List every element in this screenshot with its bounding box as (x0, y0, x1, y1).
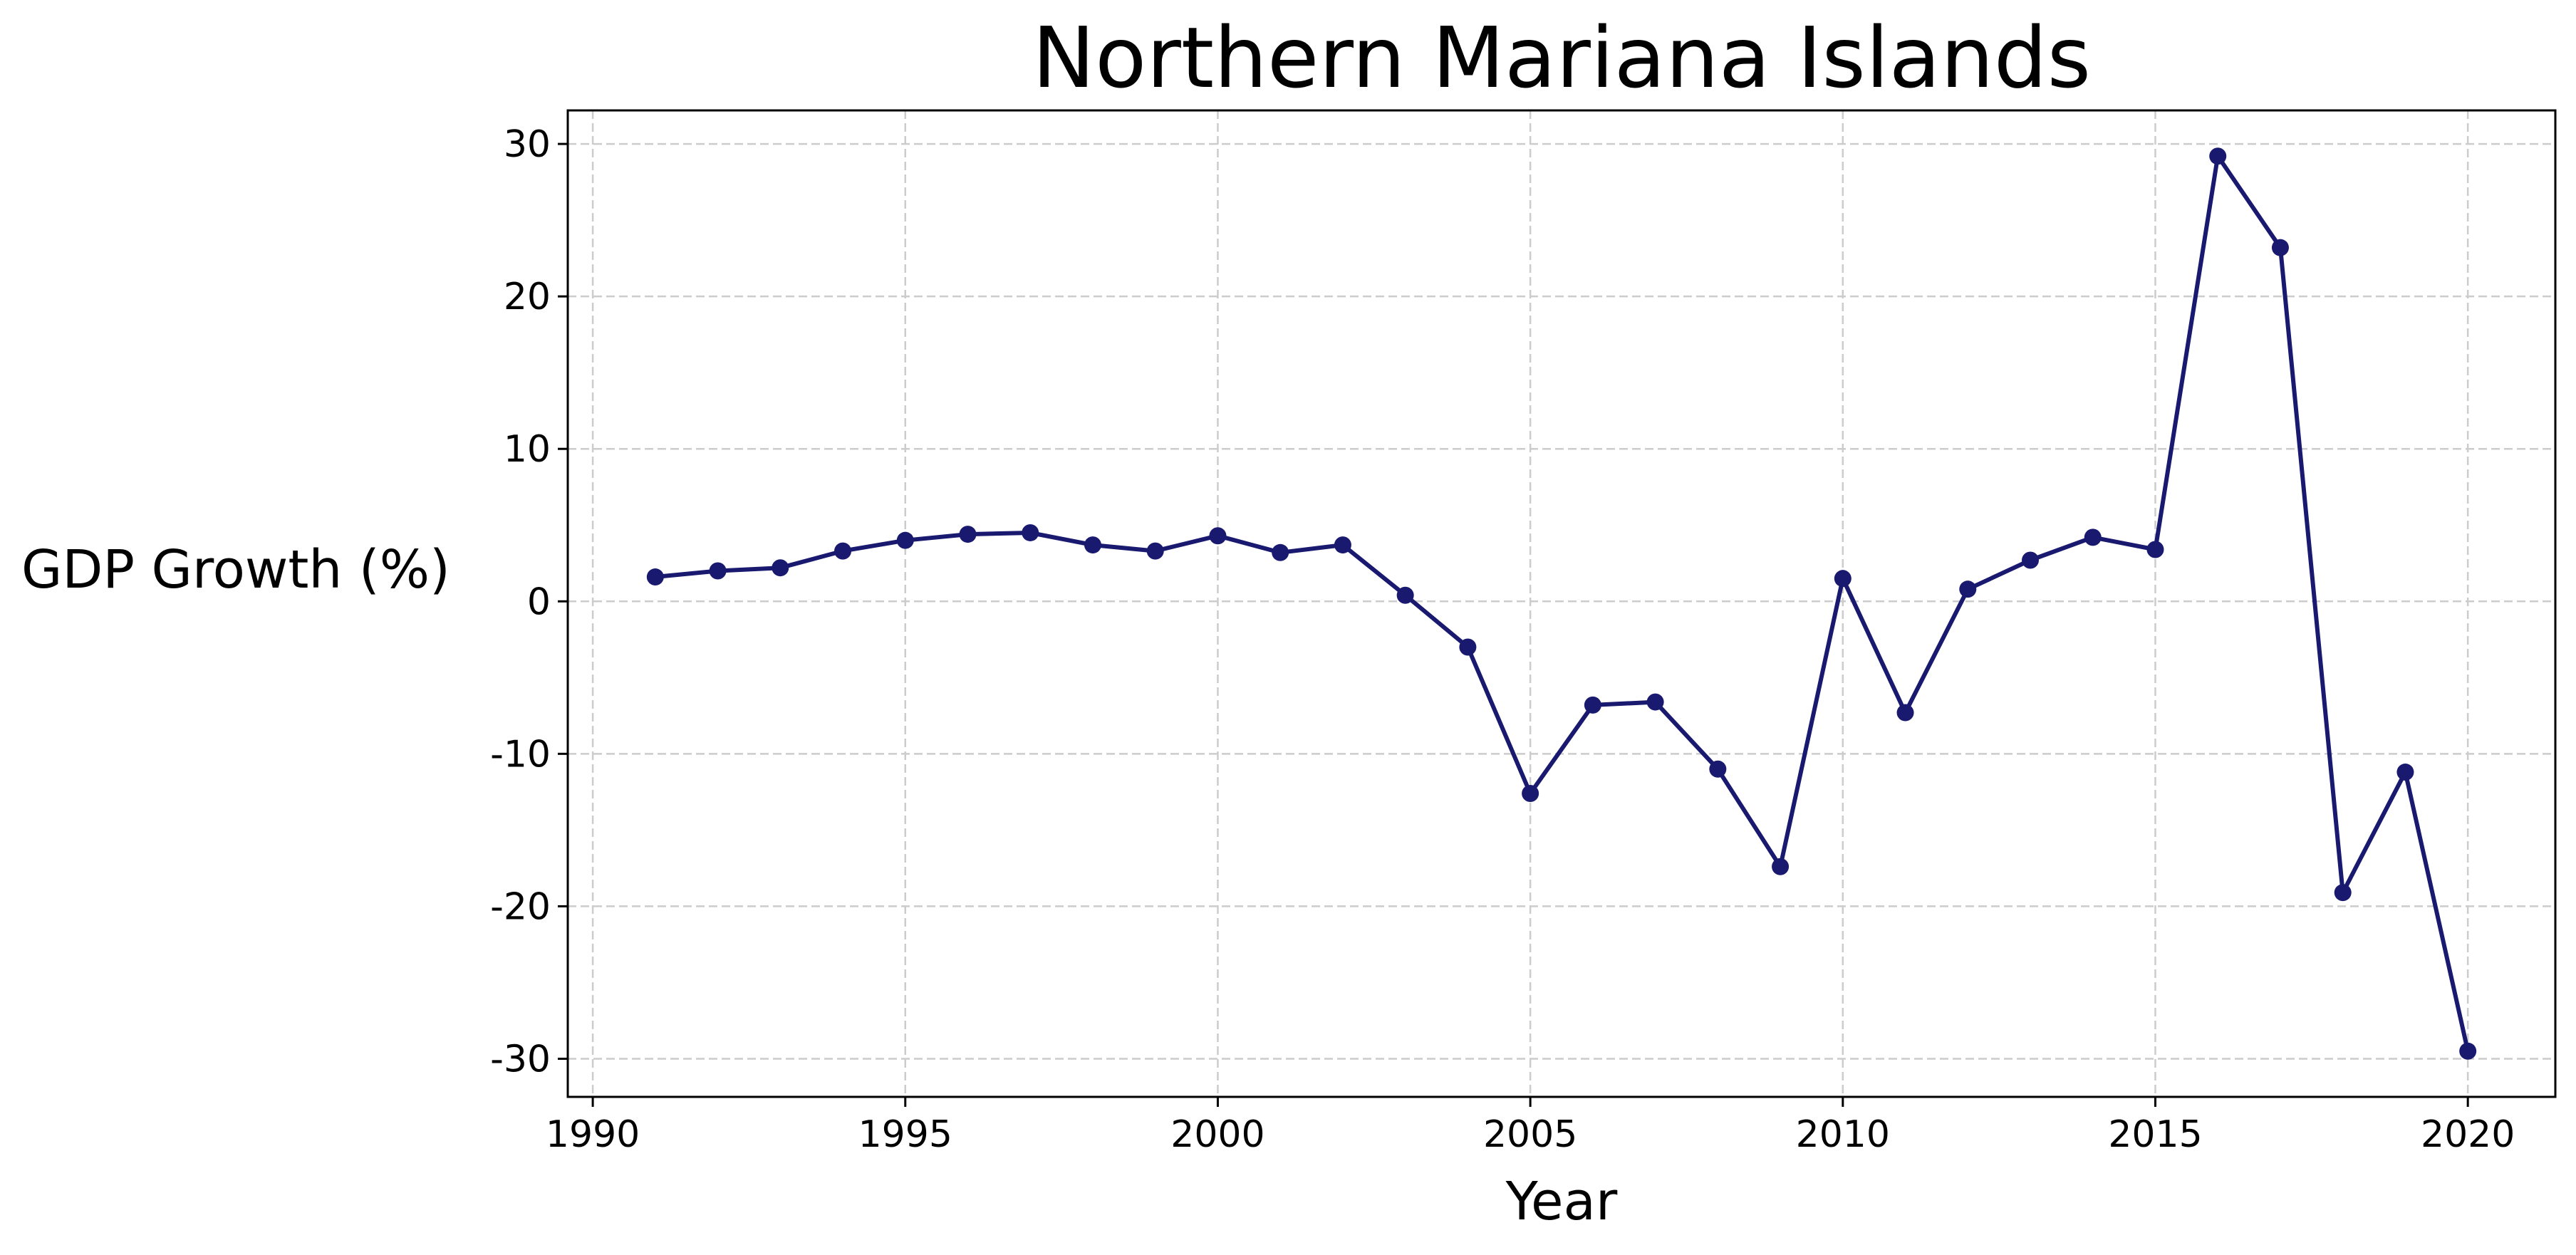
data-point (1459, 638, 1477, 656)
data-point (1334, 536, 1351, 554)
data-point (646, 568, 664, 586)
x-tick-label: 1990 (546, 1113, 640, 1156)
series-line (655, 154, 2471, 1052)
data-point (709, 562, 727, 580)
data-point (1022, 524, 1039, 541)
series-layer (646, 147, 2477, 1060)
data-point (1146, 542, 1164, 560)
x-tick-label: 1995 (858, 1113, 952, 1156)
x-tick-label: 2010 (1796, 1113, 1890, 1156)
plot-frame (566, 109, 2557, 1098)
data-point (1584, 696, 1601, 714)
data-point (2084, 528, 2102, 546)
axis-ticks: 1990 1995 2000 2005 2010 2015 2020 -30 -20 -10 0 10… (490, 123, 2515, 1156)
y-tick-label: -30 (490, 1038, 551, 1080)
data-point (1834, 570, 1852, 588)
data-point (1709, 760, 1727, 778)
x-tick-label: 2020 (2421, 1113, 2515, 1156)
y-tick-label: 0 (527, 580, 551, 623)
x-axis-label: Year (1505, 1171, 1618, 1232)
data-point (2334, 884, 2352, 902)
data-point (1272, 543, 1289, 561)
data-point (1896, 704, 1914, 722)
data-point (2022, 551, 2040, 569)
y-tick-label: -20 (490, 885, 551, 928)
data-point (2396, 764, 2414, 781)
y-tick-label: 10 (504, 428, 551, 471)
data-point (772, 559, 789, 577)
x-tick-label: 2015 (2108, 1113, 2202, 1156)
y-tick-label: 30 (504, 123, 551, 166)
x-tick-label: 2000 (1170, 1113, 1264, 1156)
y-tick-label: -10 (490, 733, 551, 776)
y-axis-label: GDP Growth (%) (21, 539, 450, 600)
data-point (1522, 785, 1539, 803)
data-point (1772, 858, 1790, 875)
data-point (1209, 527, 1227, 545)
grid-lines (568, 110, 2555, 1097)
data-point (1959, 580, 1977, 598)
data-point (834, 542, 852, 560)
x-tick-label: 2005 (1483, 1113, 1577, 1156)
chart-title: Northern Mariana Islands (1032, 9, 2091, 107)
data-point (2146, 541, 2164, 558)
data-point (2271, 239, 2289, 256)
data-point (1396, 586, 1414, 604)
data-point (1646, 693, 1664, 711)
data-point (1084, 536, 1101, 554)
data-point (896, 531, 914, 549)
data-point (2459, 1042, 2477, 1060)
data-point (2209, 147, 2227, 165)
y-tick-label: 20 (504, 276, 551, 318)
data-point (959, 526, 977, 543)
